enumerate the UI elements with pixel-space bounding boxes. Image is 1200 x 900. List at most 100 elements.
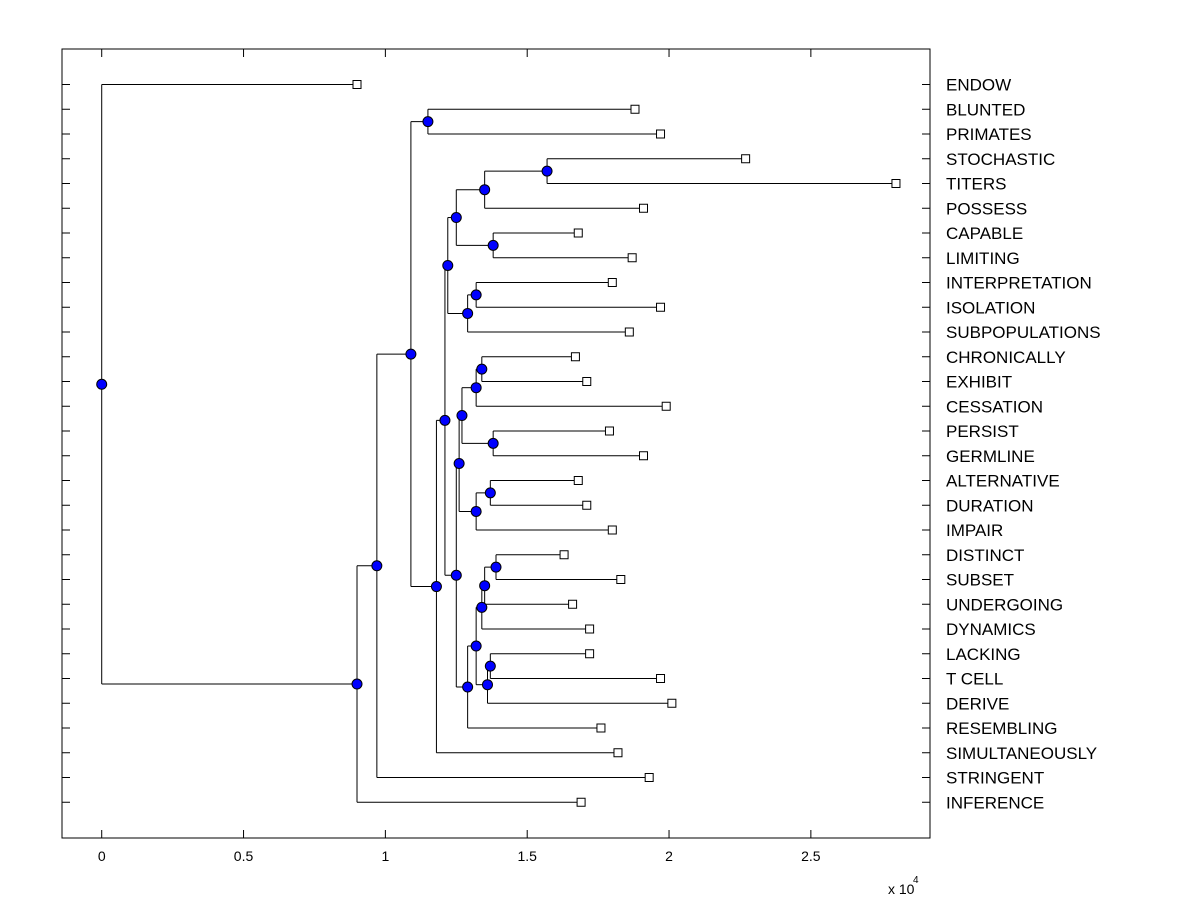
leaf-labels: ENDOW BLUNTED PRIMATES STOCHASTIC TITERS POSS… — [946, 76, 1101, 813]
cluster-node — [479, 184, 491, 196]
leaf-marker — [644, 773, 654, 782]
leaf-marker — [585, 649, 595, 659]
cluster-node — [462, 681, 474, 693]
cluster-node — [470, 289, 482, 301]
leaf-label: SUBPOPULATIONS — [946, 323, 1101, 342]
x-multiplier-exponent: 4 — [913, 875, 919, 886]
cluster-node — [470, 382, 482, 394]
leaf-label: SIMULTANEOUSLY — [946, 744, 1097, 763]
leaf-marker — [661, 401, 671, 411]
leaf-marker — [656, 302, 666, 312]
x-ticks: 0 0.5 1 1.5 2 2.5 — [98, 49, 821, 864]
leaf-marker — [741, 154, 751, 164]
cluster-node — [462, 307, 474, 319]
cluster-node — [450, 569, 462, 581]
cluster-node — [96, 378, 108, 390]
leaf-label: CHRONICALLY — [946, 348, 1066, 367]
leaf-marker — [613, 748, 623, 758]
leaf-label: SUBSET — [946, 571, 1014, 590]
leaf-marker — [582, 377, 592, 386]
cluster-node — [476, 601, 488, 613]
cluster-node — [470, 640, 482, 652]
cluster-node — [442, 259, 454, 271]
cluster-node — [456, 410, 468, 422]
leaf-marker — [667, 698, 677, 708]
leaf-label: CESSATION — [946, 397, 1043, 416]
leaf-marker — [630, 104, 640, 114]
leaf-label: IMPAIR — [946, 521, 1003, 540]
cluster-node — [453, 457, 465, 469]
node-markers — [96, 116, 553, 693]
dendrogram-links — [101, 84, 896, 803]
x-tick-label: 1.5 — [517, 848, 537, 864]
leaf-marker — [582, 500, 592, 510]
leaf-label: DURATION — [946, 496, 1034, 515]
y-ticks-left — [62, 84, 70, 803]
x-tick-label: 0.5 — [234, 848, 254, 864]
leaf-marker — [627, 253, 637, 263]
leaf-label: DERIVE — [946, 694, 1009, 713]
leaf-marker — [607, 278, 617, 287]
cluster-node — [351, 678, 363, 690]
leaf-label: INTERPRETATION — [946, 274, 1092, 293]
leaf-marker — [891, 179, 901, 188]
x-tick-label: 2.5 — [801, 848, 821, 864]
cluster-node — [487, 437, 499, 449]
cluster-node — [439, 414, 451, 426]
leaf-marker — [616, 575, 626, 584]
cluster-node — [541, 165, 553, 177]
cluster-node — [487, 239, 499, 251]
cluster-node — [470, 505, 482, 517]
x-tick-label: 0 — [98, 848, 106, 864]
leaf-marker — [624, 327, 634, 337]
cluster-node — [490, 561, 502, 573]
cluster-node — [476, 363, 488, 375]
cluster-node — [450, 212, 462, 224]
leaf-marker — [573, 228, 583, 238]
cluster-node — [484, 660, 496, 672]
leaf-marker — [585, 624, 595, 634]
leaf-label: CAPABLE — [946, 224, 1023, 243]
cluster-node — [371, 560, 383, 572]
leaf-label: PRIMATES — [946, 125, 1032, 144]
leaf-marker — [607, 525, 617, 535]
leaf-label: PERSIST — [946, 422, 1019, 441]
leaf-marker — [559, 550, 569, 560]
leaf-label: LACKING — [946, 645, 1021, 664]
leaf-label: EXHIBIT — [946, 373, 1012, 392]
leaf-marker — [573, 476, 583, 485]
leaf-label: UNDERGOING — [946, 595, 1063, 614]
leaf-label: ENDOW — [946, 76, 1011, 95]
leaf-marker — [639, 451, 649, 461]
y-ticks-right — [922, 84, 930, 803]
leaf-marker — [570, 352, 580, 362]
cluster-node — [481, 679, 493, 691]
cluster-node — [479, 580, 491, 592]
leaf-marker — [352, 80, 362, 89]
cluster-node — [430, 581, 442, 593]
leaf-label: T CELL — [946, 670, 1003, 689]
leaf-label: LIMITING — [946, 249, 1020, 268]
leaf-label: DISTINCT — [946, 546, 1024, 565]
leaf-marker — [576, 797, 586, 807]
leaf-markers — [352, 80, 901, 807]
leaf-label: POSSESS — [946, 199, 1027, 218]
leaf-label: STRINGENT — [946, 769, 1044, 788]
leaf-label: ISOLATION — [946, 298, 1035, 317]
x-tick-label: 1 — [381, 848, 389, 864]
leaf-marker — [656, 674, 666, 683]
leaf-label: STOCHASTIC — [946, 150, 1055, 169]
x-multiplier-label: x 10 — [888, 881, 915, 897]
leaf-label: BLUNTED — [946, 100, 1025, 119]
leaf-label: GERMLINE — [946, 447, 1035, 466]
leaf-label: DYNAMICS — [946, 620, 1036, 639]
leaf-label: ALTERNATIVE — [946, 472, 1060, 491]
leaf-marker — [596, 723, 606, 733]
leaf-label: RESEMBLING — [946, 719, 1057, 738]
cluster-node — [484, 487, 496, 499]
cluster-node — [422, 116, 434, 128]
leaf-marker — [568, 599, 578, 609]
cluster-node — [405, 348, 417, 360]
leaf-label: TITERS — [946, 175, 1006, 194]
